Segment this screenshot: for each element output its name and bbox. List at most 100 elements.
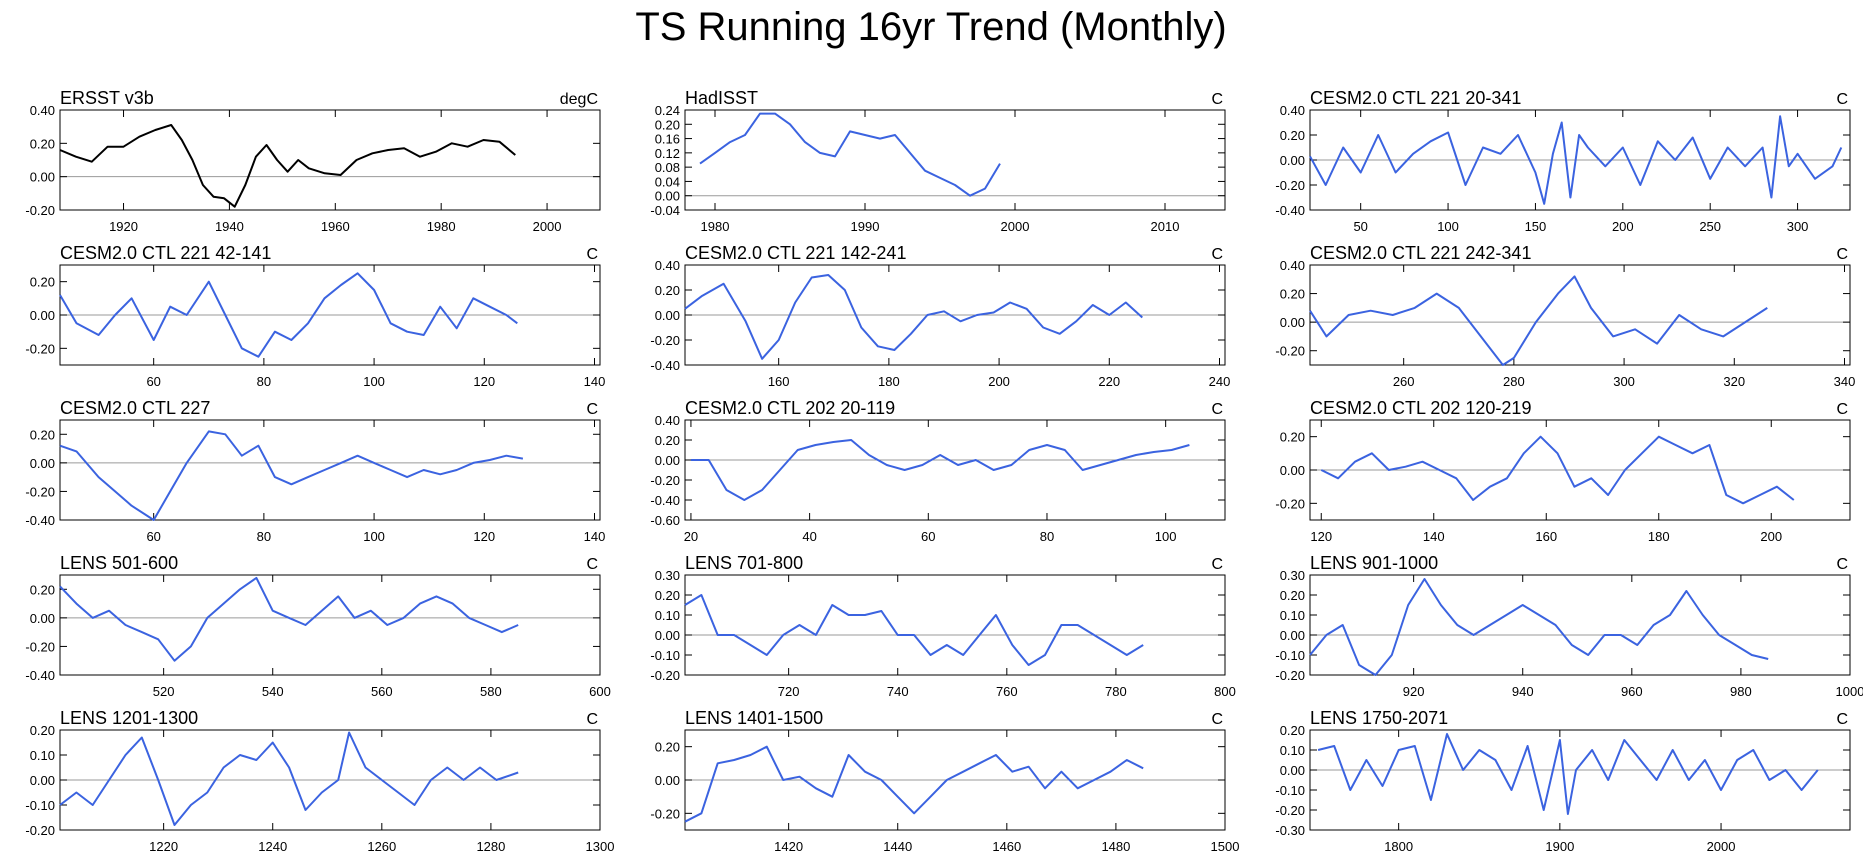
panel-units: C xyxy=(1836,401,1848,418)
chart-panel-5: CESM2.0 CTL 221 142-241 C 0.40 0.20 0.00 -0.2… xyxy=(650,243,1230,389)
series-line xyxy=(684,594,1144,666)
chart-panel-15: LENS 1750-2071 C 0.20 0.10 0.00 -0.10 -0.20 -0.… xyxy=(1275,708,1851,854)
x-tick-label: 1000 xyxy=(1836,684,1863,699)
x-tick-label: 1920 xyxy=(109,219,138,234)
y-tick-label: 0.40 xyxy=(1280,258,1305,273)
series-line xyxy=(690,439,1190,501)
panel-title: LENS 501-600 xyxy=(60,553,178,573)
x-tick-label: 1460 xyxy=(992,839,1021,854)
series-line xyxy=(59,272,518,358)
y-tick-label: 0.20 xyxy=(1280,588,1305,603)
panel-title: CESM2.0 CTL 221 142-241 xyxy=(685,243,906,263)
y-tick-label: 0.08 xyxy=(655,160,680,175)
x-tick-label: 100 xyxy=(1155,529,1177,544)
series-line xyxy=(59,124,516,208)
y-tick-label: 0.00 xyxy=(1280,153,1305,168)
x-tick-label: 200 xyxy=(1612,219,1634,234)
x-tick-label: 1480 xyxy=(1101,839,1130,854)
x-tick-label: 60 xyxy=(146,529,160,544)
panel-title: CESM2.0 CTL 227 xyxy=(60,398,210,418)
y-tick-label: 0.04 xyxy=(655,174,680,189)
x-tick-label: 80 xyxy=(257,374,271,389)
x-tick-label: 1800 xyxy=(1384,839,1413,854)
x-tick-label: 520 xyxy=(153,684,175,699)
x-tick-label: 740 xyxy=(887,684,909,699)
x-tick-label: 140 xyxy=(1423,529,1445,544)
panel-title: CESM2.0 CTL 221 242-341 xyxy=(1310,243,1531,263)
x-tick-label: 100 xyxy=(1437,219,1459,234)
chart-panel-6: CESM2.0 CTL 221 242-341 C 0.40 0.20 0.00 -0.2… xyxy=(1275,243,1855,389)
plot-frame xyxy=(1309,729,1851,831)
x-tick-label: 50 xyxy=(1353,219,1367,234)
x-tick-label: 2000 xyxy=(1001,219,1030,234)
x-tick-label: 80 xyxy=(257,529,271,544)
panel-units: C xyxy=(1211,401,1223,418)
plot-frame xyxy=(684,419,1226,521)
x-tick-label: 1980 xyxy=(701,219,730,234)
y-tick-label: -0.60 xyxy=(650,513,680,528)
chart-panel-12: LENS 901-1000 C 0.30 0.20 0.10 0.00 -0.10 -0.20… xyxy=(1275,553,1863,699)
y-tick-label: 0.40 xyxy=(655,413,680,428)
y-tick-label: -0.20 xyxy=(25,823,55,838)
y-tick-label: 0.00 xyxy=(655,189,680,204)
y-tick-label: 0.40 xyxy=(1280,103,1305,118)
x-tick-label: 1280 xyxy=(476,839,505,854)
panel-title: CESM2.0 CTL 202 20-119 xyxy=(685,398,895,418)
x-tick-label: 2000 xyxy=(1707,839,1736,854)
y-tick-label: -0.20 xyxy=(25,484,55,499)
y-tick-label: 0.20 xyxy=(655,433,680,448)
x-tick-label: 600 xyxy=(589,684,611,699)
figure-title: TS Running 16yr Trend (Monthly) xyxy=(635,5,1226,49)
y-tick-label: 0.00 xyxy=(30,611,55,626)
y-tick-label: 0.00 xyxy=(655,308,680,323)
series-line xyxy=(59,430,524,521)
plot-frame xyxy=(684,574,1226,676)
x-tick-label: 250 xyxy=(1699,219,1721,234)
x-tick-label: 20 xyxy=(684,529,698,544)
y-tick-label: -0.40 xyxy=(650,493,680,508)
x-tick-label: 320 xyxy=(1723,374,1745,389)
plot-frame xyxy=(1309,574,1851,676)
y-tick-label: -0.40 xyxy=(650,358,680,373)
y-tick-label: 0.20 xyxy=(1280,128,1305,143)
y-tick-label: -0.40 xyxy=(25,513,55,528)
chart-panel-13: LENS 1201-1300 C 0.20 0.10 0.00 -0.10 -0.20 122… xyxy=(25,708,614,854)
y-tick-label: 0.20 xyxy=(1280,287,1305,302)
x-tick-label: 780 xyxy=(1105,684,1127,699)
x-tick-label: 920 xyxy=(1403,684,1425,699)
y-tick-label: -0.30 xyxy=(1275,823,1305,838)
plot-frame xyxy=(59,109,601,211)
y-tick-label: -0.20 xyxy=(1275,344,1305,359)
panel-units: C xyxy=(1836,556,1848,573)
chart-panel-10: LENS 501-600 C 0.20 0.00 -0.20 -0.40 520 540 560… xyxy=(25,553,610,699)
chart-panel-4: CESM2.0 CTL 221 42-141 C 0.20 0.00 -0.20 60 80… xyxy=(25,243,605,389)
x-tick-label: 120 xyxy=(473,374,495,389)
x-tick-label: 240 xyxy=(1209,374,1231,389)
chart-panel-3: CESM2.0 CTL 221 20-341 C 0.40 0.20 0.00 -0.20… xyxy=(1275,88,1851,234)
panel-title: CESM2.0 CTL 202 120-219 xyxy=(1310,398,1531,418)
panel-units: C xyxy=(1211,91,1223,108)
y-tick-label: 0.16 xyxy=(655,132,680,147)
y-tick-label: 0.00 xyxy=(655,453,680,468)
x-tick-label: 160 xyxy=(1535,529,1557,544)
y-tick-label: 0.24 xyxy=(655,103,680,118)
chart-panel-2: HadISST C 0.240.200.160.120.080.040.00-0.0… xyxy=(650,88,1226,234)
panel-units: C xyxy=(586,246,598,263)
x-tick-label: 180 xyxy=(1648,529,1670,544)
y-tick-label: 0.20 xyxy=(655,283,680,298)
chart-panel-11: LENS 701-800 C 0.30 0.20 0.10 0.00 -0.10 -0.20 7… xyxy=(650,553,1235,699)
panel-units: C xyxy=(1836,246,1848,263)
x-tick-label: 150 xyxy=(1525,219,1547,234)
y-tick-label: 0.00 xyxy=(1280,628,1305,643)
y-tick-label: -0.40 xyxy=(1275,203,1305,218)
panel-title: CESM2.0 CTL 221 42-141 xyxy=(60,243,271,263)
y-tick-label: 0.00 xyxy=(1280,463,1305,478)
y-tick-label: 0.00 xyxy=(655,773,680,788)
x-tick-label: 1300 xyxy=(586,839,615,854)
y-tick-label: 0.00 xyxy=(1280,315,1305,330)
series-line xyxy=(1320,435,1795,505)
x-tick-label: 40 xyxy=(802,529,816,544)
panel-units: C xyxy=(586,401,598,418)
series-line xyxy=(699,112,1001,197)
y-tick-label: -0.20 xyxy=(650,333,680,348)
